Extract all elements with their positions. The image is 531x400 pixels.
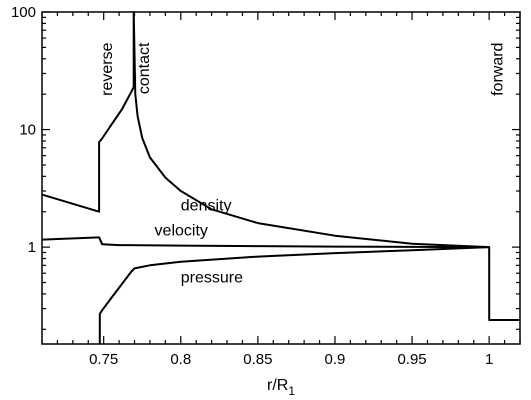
x-tick-label: 0.95: [397, 351, 426, 368]
x-axis-label-main: r/R: [267, 377, 288, 394]
x-tick-label: 0.85: [243, 351, 272, 368]
curves-layer: [41, 11, 520, 344]
plot-frame: [41, 11, 521, 345]
labels-layer: 0.75 0.8 0.85 0.9 0.95 1 1 10 100 reverse contact f…: [11, 4, 507, 368]
y-tick-label: 100: [11, 4, 36, 21]
x-tick-label: 0.75: [89, 351, 118, 368]
annotation-forward: forward: [490, 43, 507, 96]
x-axis-label-subscript: 1: [288, 384, 295, 398]
y-tick-label: 10: [19, 122, 36, 139]
series-line-velocity: [41, 236, 490, 249]
x-tick-label: 1: [485, 351, 493, 368]
series-line-pressure: [98, 246, 490, 344]
annotation-reverse: reverse: [99, 42, 116, 95]
annotation-density: density: [181, 197, 232, 214]
x-axis-label: r/R1: [267, 377, 295, 398]
x-tick-label: 0.9: [325, 351, 346, 368]
annotation-pressure: pressure: [181, 270, 243, 287]
annotation-velocity: velocity: [155, 223, 208, 240]
y-tick-label: 1: [28, 239, 36, 256]
annotation-contact: contact: [136, 42, 153, 94]
series-line-density: [41, 11, 520, 321]
x-tick-label: 0.8: [170, 351, 191, 368]
